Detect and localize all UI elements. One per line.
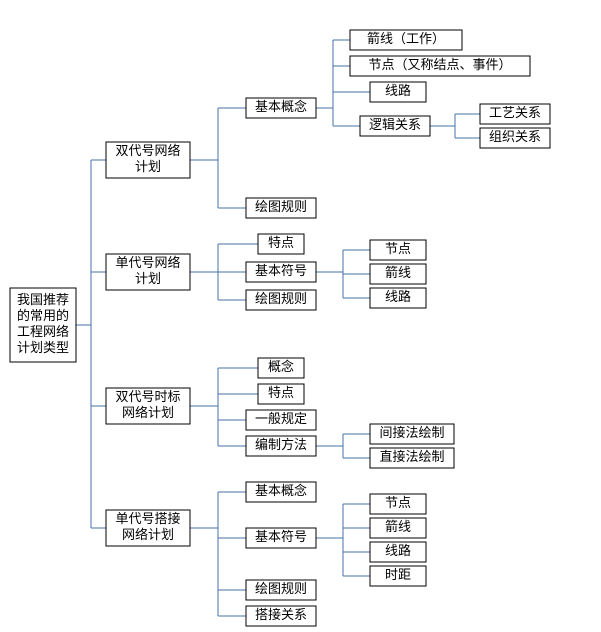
node-d4: 搭接关系 <box>246 606 316 626</box>
node-label: 工程网络 <box>17 324 69 339</box>
node-a1d1: 工艺关系 <box>480 104 550 124</box>
node-label: 网络计划 <box>122 405 174 420</box>
node-label: 组织关系 <box>489 129 541 144</box>
node-label: 双代号网络 <box>115 143 180 158</box>
node-b1: 特点 <box>258 234 304 254</box>
node-b2: 基本符号 <box>246 262 316 282</box>
node-label: 我国推荐 <box>17 292 69 307</box>
node-label: 箭线（工作） <box>367 31 445 46</box>
node-label: 箭线 <box>385 265 411 280</box>
node-label: 直接法绘制 <box>379 449 444 464</box>
node-b2a: 节点 <box>370 240 426 260</box>
node-label: 绘图规则 <box>255 581 307 596</box>
node-d2a: 节点 <box>370 494 426 514</box>
node-d2d: 时距 <box>370 566 426 586</box>
node-b3: 绘图规则 <box>246 290 316 310</box>
node-label: 线路 <box>385 83 411 98</box>
node-label: 绘图规则 <box>255 199 307 214</box>
node-b2c: 线路 <box>370 288 426 308</box>
node-label: 一般规定 <box>255 411 307 426</box>
node-l1c: 双代号时标网络计划 <box>106 388 190 424</box>
node-label: 节点 <box>385 495 411 510</box>
node-c4b: 直接法绘制 <box>370 448 454 468</box>
node-a1d2: 组织关系 <box>480 128 550 148</box>
node-a1: 基本概念 <box>246 98 316 118</box>
node-d2c: 线路 <box>370 542 426 562</box>
node-label: 基本符号 <box>255 263 307 278</box>
node-label: 计划 <box>135 271 161 286</box>
node-label: 单代号网络 <box>115 255 180 270</box>
node-label: 特点 <box>268 385 294 400</box>
node-a1a: 箭线（工作） <box>350 30 462 50</box>
node-label: 基本概念 <box>255 99 307 114</box>
node-label: 基本概念 <box>255 483 307 498</box>
node-d1: 基本概念 <box>246 482 316 502</box>
node-label: 逻辑关系 <box>369 117 421 132</box>
node-c1: 概念 <box>258 358 304 378</box>
node-label: 的常用的 <box>17 308 69 323</box>
node-c4: 编制方法 <box>246 436 316 456</box>
node-label: 节点（又称结点、事件） <box>368 57 511 72</box>
node-label: 计划 <box>135 159 161 174</box>
node-l1b: 单代号网络计划 <box>106 254 190 290</box>
node-label: 特点 <box>268 235 294 250</box>
node-label: 搭接关系 <box>255 607 307 622</box>
node-a1d: 逻辑关系 <box>360 116 430 136</box>
node-label: 双代号时标 <box>115 389 180 404</box>
node-label: 工艺关系 <box>489 105 541 120</box>
node-a1c: 线路 <box>370 82 426 102</box>
node-l1d: 单代号搭接网络计划 <box>106 510 190 546</box>
node-c3: 一般规定 <box>246 410 316 430</box>
node-label: 绘图规则 <box>255 291 307 306</box>
node-label: 节点 <box>385 241 411 256</box>
node-label: 线路 <box>385 543 411 558</box>
node-label: 间接法绘制 <box>379 425 444 440</box>
node-d3: 绘图规则 <box>246 580 316 600</box>
node-a1b: 节点（又称结点、事件） <box>350 56 530 76</box>
tree-diagram: 我国推荐的常用的工程网络计划类型双代号网络计划单代号网络计划双代号时标网络计划单… <box>0 0 601 632</box>
node-label: 概念 <box>268 359 294 374</box>
node-a2: 绘图规则 <box>246 198 316 218</box>
node-d2: 基本符号 <box>246 528 316 548</box>
node-label: 计划类型 <box>17 340 69 355</box>
node-c4a: 间接法绘制 <box>370 424 454 444</box>
node-l1a: 双代号网络计划 <box>106 142 190 178</box>
node-label: 单代号搭接 <box>115 511 180 526</box>
node-b2b: 箭线 <box>370 264 426 284</box>
node-label: 网络计划 <box>122 527 174 542</box>
node-label: 箭线 <box>385 519 411 534</box>
node-label: 基本符号 <box>255 529 307 544</box>
node-root: 我国推荐的常用的工程网络计划类型 <box>10 288 76 362</box>
node-d2b: 箭线 <box>370 518 426 538</box>
node-label: 线路 <box>385 289 411 304</box>
node-label: 编制方法 <box>255 437 307 452</box>
node-label: 时距 <box>385 567 411 582</box>
node-c2: 特点 <box>258 384 304 404</box>
